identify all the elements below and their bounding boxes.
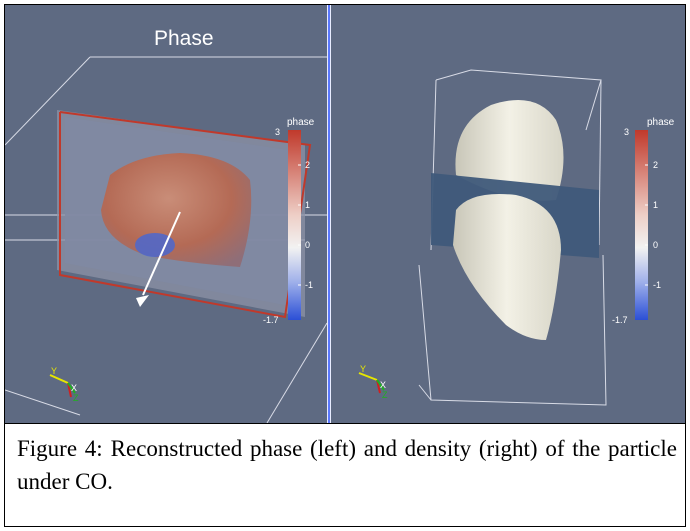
caption-text: Reconstructed phase (left) and density (… — [17, 436, 677, 494]
arrow-head — [136, 295, 149, 307]
axis-label-x: X — [71, 383, 78, 393]
figure-label: Figure 4: — [17, 436, 103, 461]
colorbar-tick: 2 — [653, 160, 659, 170]
colorbar-tick: 1 — [305, 200, 311, 210]
axis-label-y: Y — [360, 364, 367, 374]
panel-divider — [327, 5, 331, 423]
colorbar-gradient — [635, 130, 648, 320]
phase-low-region — [135, 233, 175, 257]
colorbar-tick: -1 — [305, 280, 314, 290]
colorbar-max-label: 3 — [624, 127, 630, 137]
figure-caption: Figure 4: Reconstructed phase (left) and … — [17, 432, 677, 498]
density-blob-upper — [455, 100, 564, 201]
colorbar-tick: 2 — [305, 160, 311, 170]
colorbar-min-label: -1.7 — [263, 315, 279, 325]
axis-label-y: Y — [51, 366, 58, 376]
colorbar-title: phase — [287, 117, 315, 128]
slice-outline — [59, 111, 312, 319]
caption-area: Figure 4: Reconstructed phase (left) and … — [5, 423, 685, 526]
colorbar-tick: -1 — [653, 280, 662, 290]
colorbar-tick: 1 — [653, 200, 659, 210]
colorbar-min-label: -1.7 — [612, 315, 628, 325]
density-panel: phase 3 2 1 0 -1 -1.7 Y X Z — [331, 5, 685, 423]
phase-panel: Phase phase 3 2 1 0 -1 -1.7 Y X Z — [5, 5, 327, 423]
phase-rendering — [5, 56, 327, 423]
normal-arrow — [142, 211, 181, 296]
axis-label-z: Z — [382, 390, 388, 400]
colorbar-tick: 0 — [653, 240, 659, 250]
density-rendering — [358, 69, 648, 406]
axis-label-z: Z — [73, 393, 79, 403]
panel-title: Phase — [154, 27, 214, 50]
colorbar-title: phase — [647, 117, 675, 128]
axes-triad — [49, 374, 76, 398]
bounding-box — [418, 69, 607, 406]
density-blob-lower — [453, 194, 561, 340]
figure-images: Phase phase 3 2 1 0 -1 -1.7 Y X Z — [5, 5, 685, 423]
colorbar-gradient — [288, 130, 301, 320]
figure-frame — [4, 4, 686, 527]
axis-label-x: X — [380, 380, 387, 390]
colorbar-max-label: 3 — [275, 127, 281, 137]
axes-triad — [358, 372, 385, 394]
colorbar-tick: 0 — [305, 240, 311, 250]
